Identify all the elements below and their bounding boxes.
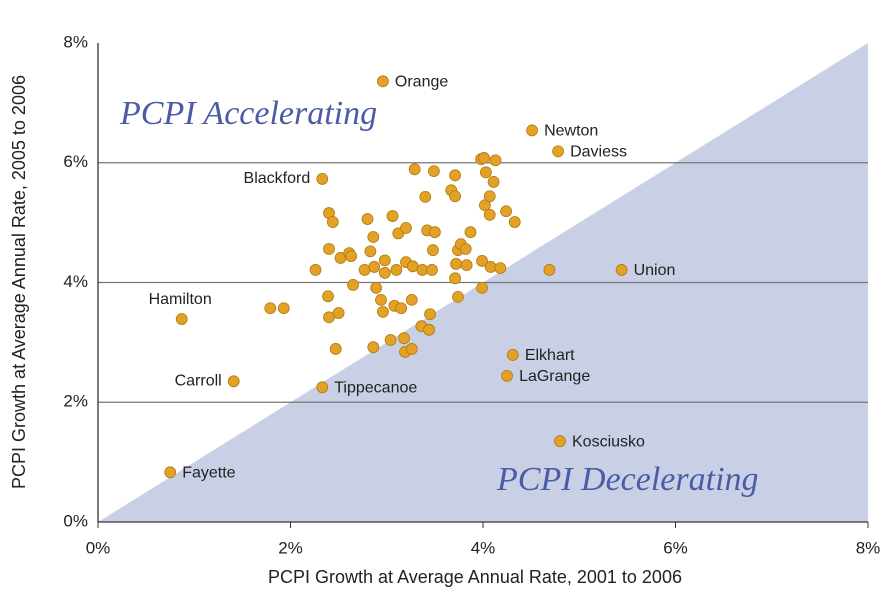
data-point	[400, 222, 412, 234]
data-point	[378, 267, 391, 279]
data-point	[452, 290, 464, 303]
data-point	[398, 332, 410, 345]
x-axis-title: PCPI Growth at Average Annual Rate, 2001…	[268, 567, 682, 587]
x-tick-label: 8%	[856, 538, 881, 557]
annotation: PCPI Accelerating	[119, 95, 377, 132]
data-point	[476, 281, 488, 294]
x-tick-label: 2%	[278, 538, 303, 557]
data-point	[554, 435, 566, 448]
data-point	[426, 264, 438, 276]
data-point	[450, 258, 462, 270]
data-point	[460, 259, 473, 272]
data-point	[395, 302, 408, 315]
annotation: PCPI Decelerating	[496, 461, 759, 498]
data-point	[449, 169, 461, 182]
data-point	[479, 199, 491, 212]
data-point	[368, 261, 381, 273]
data-point	[500, 205, 513, 218]
point-label: Union	[634, 262, 676, 279]
point-label: Tippecanoe	[334, 380, 417, 397]
data-point	[361, 213, 374, 225]
data-point	[423, 323, 436, 336]
data-point	[378, 254, 391, 267]
data-point	[376, 75, 389, 88]
data-point	[427, 244, 439, 257]
data-point	[405, 293, 418, 306]
data-point	[479, 166, 492, 179]
data-point	[329, 343, 342, 355]
point-label: Daviess	[570, 144, 627, 161]
y-tick-label: 6%	[63, 152, 88, 171]
data-point	[277, 302, 290, 315]
data-point	[487, 176, 500, 188]
data-point	[376, 305, 389, 318]
data-point	[615, 264, 628, 276]
data-point	[543, 264, 556, 276]
data-point	[164, 466, 177, 479]
point-label: Hamilton	[149, 291, 212, 308]
data-point	[175, 313, 188, 325]
data-point	[367, 341, 380, 354]
data-point	[347, 278, 359, 291]
y-tick-label: 8%	[63, 32, 88, 51]
data-point	[408, 163, 421, 176]
data-point	[326, 216, 339, 228]
point-label: LaGrange	[519, 368, 590, 385]
point-label: Newton	[544, 123, 598, 140]
data-point	[375, 293, 387, 306]
data-point	[459, 243, 472, 255]
data-point	[508, 216, 521, 228]
data-point	[309, 264, 322, 276]
y-tick-label: 4%	[63, 272, 88, 291]
data-point	[424, 308, 436, 321]
point-label: Blackford	[244, 170, 311, 187]
data-point	[526, 124, 538, 137]
data-point	[428, 165, 440, 178]
data-point	[449, 272, 461, 285]
data-point	[501, 370, 513, 382]
point-label: Carroll	[175, 373, 222, 390]
data-point	[370, 281, 383, 294]
data-point	[323, 243, 335, 255]
data-point	[405, 343, 418, 355]
y-tick-label: 0%	[63, 511, 88, 530]
data-point	[316, 381, 329, 394]
x-tick-label: 6%	[663, 538, 688, 557]
data-point	[552, 145, 564, 158]
data-point	[332, 307, 345, 319]
x-tick-label: 4%	[471, 538, 496, 557]
data-point	[489, 154, 502, 167]
data-point	[449, 190, 461, 203]
data-point	[367, 231, 380, 243]
point-label: Fayette	[182, 465, 235, 482]
data-point	[390, 264, 403, 276]
data-point	[428, 226, 441, 239]
data-point	[384, 334, 397, 346]
point-label: Orange	[395, 74, 448, 91]
point-label: Elkhart	[525, 347, 575, 364]
y-tick-label: 2%	[63, 392, 88, 411]
data-point	[227, 375, 240, 388]
data-point	[419, 190, 432, 203]
data-point	[506, 349, 519, 361]
point-label: Kosciusko	[572, 433, 645, 450]
data-point	[483, 208, 496, 221]
data-point	[364, 245, 377, 258]
data-point	[478, 152, 490, 164]
data-point	[264, 302, 277, 315]
data-point	[494, 262, 507, 275]
data-point	[476, 255, 488, 267]
data-point	[386, 210, 399, 222]
data-point	[316, 173, 329, 185]
data-point	[483, 190, 496, 203]
data-point	[464, 226, 477, 239]
data-point	[322, 290, 334, 303]
data-point	[345, 250, 358, 263]
x-tick-label: 0%	[86, 538, 111, 557]
y-axis-title: PCPI Growth at Average Annual Rate, 2005…	[9, 75, 29, 489]
